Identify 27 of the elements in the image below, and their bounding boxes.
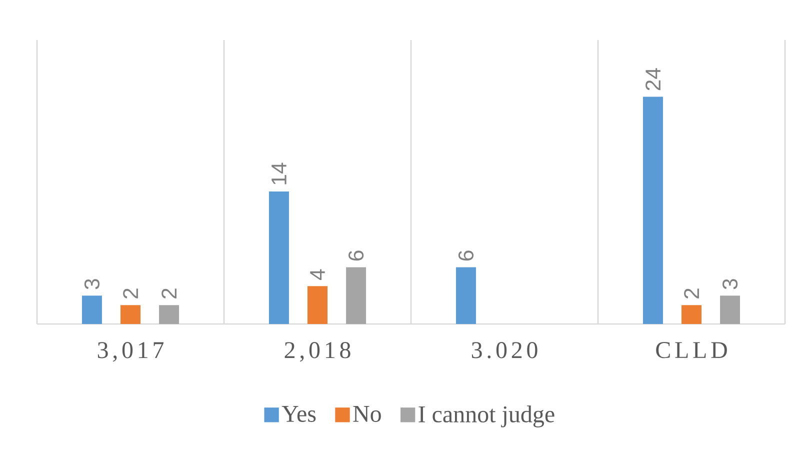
data-label: 2 (162, 288, 176, 298)
data-label: 6 (458, 250, 474, 261)
bar (308, 286, 328, 324)
x-tick-label: CLLD (656, 342, 727, 358)
bar (682, 305, 702, 324)
data-label: 2 (684, 288, 699, 298)
x-tick-label: 3,017 (98, 342, 164, 362)
legend-label: Yes (282, 406, 316, 422)
bar (82, 296, 102, 324)
data-label: 14 (272, 162, 286, 184)
bar (159, 305, 180, 324)
legend-label: No (353, 406, 381, 422)
bar (720, 296, 740, 324)
x-tick-label: 2,018 (284, 342, 350, 362)
bar (120, 305, 141, 324)
x-tick-label: 3.020 (472, 342, 538, 358)
data-label: 24 (646, 68, 660, 90)
data-label: 4 (310, 269, 325, 280)
bar (456, 267, 476, 324)
bar (268, 191, 289, 324)
data-label: 3 (722, 279, 738, 290)
bar (346, 267, 366, 324)
data-label: 2 (123, 288, 138, 298)
data-label: 6 (348, 250, 364, 261)
bar (642, 96, 663, 324)
data-label: 3 (84, 279, 100, 290)
legend-label: I cannot judge (418, 406, 554, 428)
